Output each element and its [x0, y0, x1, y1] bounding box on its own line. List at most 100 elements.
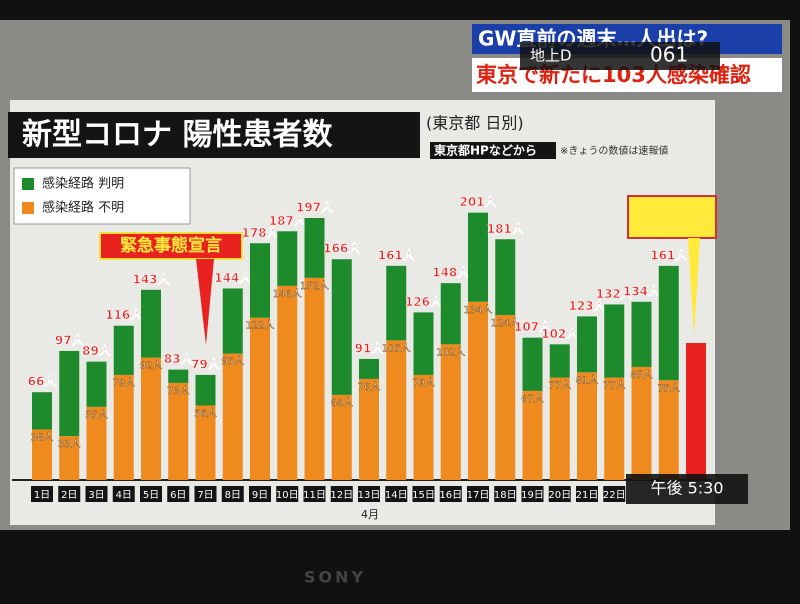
- total-label: 143人: [132, 271, 170, 286]
- day-box: [439, 486, 462, 502]
- bar-segment: [304, 277, 325, 480]
- day-box: [112, 486, 135, 502]
- day-box: [358, 486, 380, 502]
- bar-segment: [86, 406, 107, 480]
- x-tick-label: 15日: [412, 490, 435, 501]
- day-box: [276, 486, 299, 502]
- x-tick-label: 14日: [385, 490, 408, 501]
- bar-segment: [168, 382, 189, 480]
- bar-segment: [631, 301, 652, 367]
- segment-label: 102人: [436, 346, 465, 358]
- bar-segment: [32, 392, 52, 430]
- segment-label: 33人: [58, 438, 81, 450]
- total-label: 91人: [355, 340, 385, 355]
- day-box: [548, 486, 571, 502]
- annotation-arrow: [196, 259, 214, 345]
- x-tick-label: 18日: [494, 490, 517, 501]
- x-tick-label: 9日: [252, 490, 268, 501]
- bar-segment: [495, 239, 516, 316]
- source-box: [430, 142, 556, 159]
- total-label: 126人: [405, 294, 443, 309]
- bar-segment: [359, 378, 379, 480]
- day-box: [221, 486, 244, 502]
- day-box: [603, 486, 626, 502]
- bar-segment: [59, 436, 80, 480]
- legend-label: 感染経路 不明: [42, 200, 124, 216]
- total-label: 132人: [596, 286, 634, 301]
- x-tick-label: 6日: [170, 490, 186, 501]
- bar-segment: [331, 259, 352, 395]
- bar-segment: [440, 283, 461, 345]
- bar-segment: [522, 390, 543, 480]
- callout-box: [627, 195, 717, 239]
- legend-swatch: [22, 202, 34, 214]
- bar-segment: [604, 304, 625, 378]
- bar-segment: [168, 369, 189, 383]
- bar-segment: [577, 316, 597, 373]
- day-box: [385, 486, 408, 502]
- x-tick-label: 21日: [576, 490, 599, 501]
- total-label: 161人: [378, 247, 416, 262]
- total-label: 161人: [650, 247, 688, 262]
- title-box: [8, 112, 420, 158]
- total-label: 66人: [28, 374, 58, 389]
- x-tick-label: 22日: [603, 490, 626, 501]
- brand: SONY: [304, 568, 366, 587]
- segment-label: 38人: [31, 431, 54, 443]
- segment-label: 152人: [300, 280, 329, 292]
- legend: [13, 167, 191, 225]
- annotation-box: [99, 232, 243, 260]
- source: 東京都HPなどから: [434, 143, 537, 158]
- x-axis-label: 4月: [361, 508, 379, 521]
- bar-segment: [304, 217, 325, 278]
- day-box: [494, 486, 517, 502]
- x-tick-label: 3日: [88, 490, 104, 501]
- segment-label: 56人: [194, 408, 217, 420]
- bar-segment: [250, 243, 270, 318]
- day-box: [140, 486, 162, 502]
- bar-segment: [658, 380, 679, 480]
- bar-segment: [331, 394, 352, 480]
- bar-segment: [59, 350, 80, 437]
- bar-segment: [440, 344, 461, 480]
- bar-segment: [495, 315, 516, 480]
- bar-segment: [631, 366, 652, 480]
- total-label: 148人: [432, 265, 470, 280]
- day-box: [194, 486, 217, 502]
- total-label: 83人: [164, 351, 194, 366]
- bar-segment: [577, 372, 597, 480]
- segment-label: 95人: [221, 356, 244, 368]
- x-tick-label: 19日: [521, 490, 544, 501]
- total-label: 102人: [541, 326, 579, 341]
- bar-segment: [549, 377, 570, 480]
- highlight-bar: [686, 343, 706, 480]
- total-label: 197人: [296, 199, 334, 214]
- segment-label: 76人: [358, 381, 381, 393]
- bar-segment: [250, 317, 270, 480]
- bar-segment: [549, 344, 570, 378]
- bar-segment: [604, 377, 625, 480]
- day-box: [467, 486, 489, 502]
- day-box: [330, 486, 353, 502]
- bar-segment: [386, 265, 407, 341]
- x-tick-label: 13日: [358, 490, 381, 501]
- bar-segment: [222, 288, 243, 354]
- channel-number: 061: [650, 43, 688, 67]
- total-label: 144人: [214, 270, 252, 285]
- day-box: [85, 486, 108, 502]
- day-box: [167, 486, 190, 502]
- segment-label: 85人: [630, 369, 653, 381]
- bar-segment: [359, 358, 379, 379]
- bar-segment: [195, 374, 216, 406]
- x-tick-label: 12日: [330, 490, 353, 501]
- segment-label: 79人: [112, 377, 135, 389]
- total-label: 107人: [514, 319, 552, 334]
- day-box: [58, 486, 81, 502]
- total-label: 89人: [82, 343, 112, 358]
- day-box: [412, 486, 435, 502]
- total-label: 134人: [623, 283, 661, 298]
- bar-segment: [113, 325, 134, 375]
- bar-segment: [277, 285, 298, 480]
- total-label: 123人: [568, 298, 606, 313]
